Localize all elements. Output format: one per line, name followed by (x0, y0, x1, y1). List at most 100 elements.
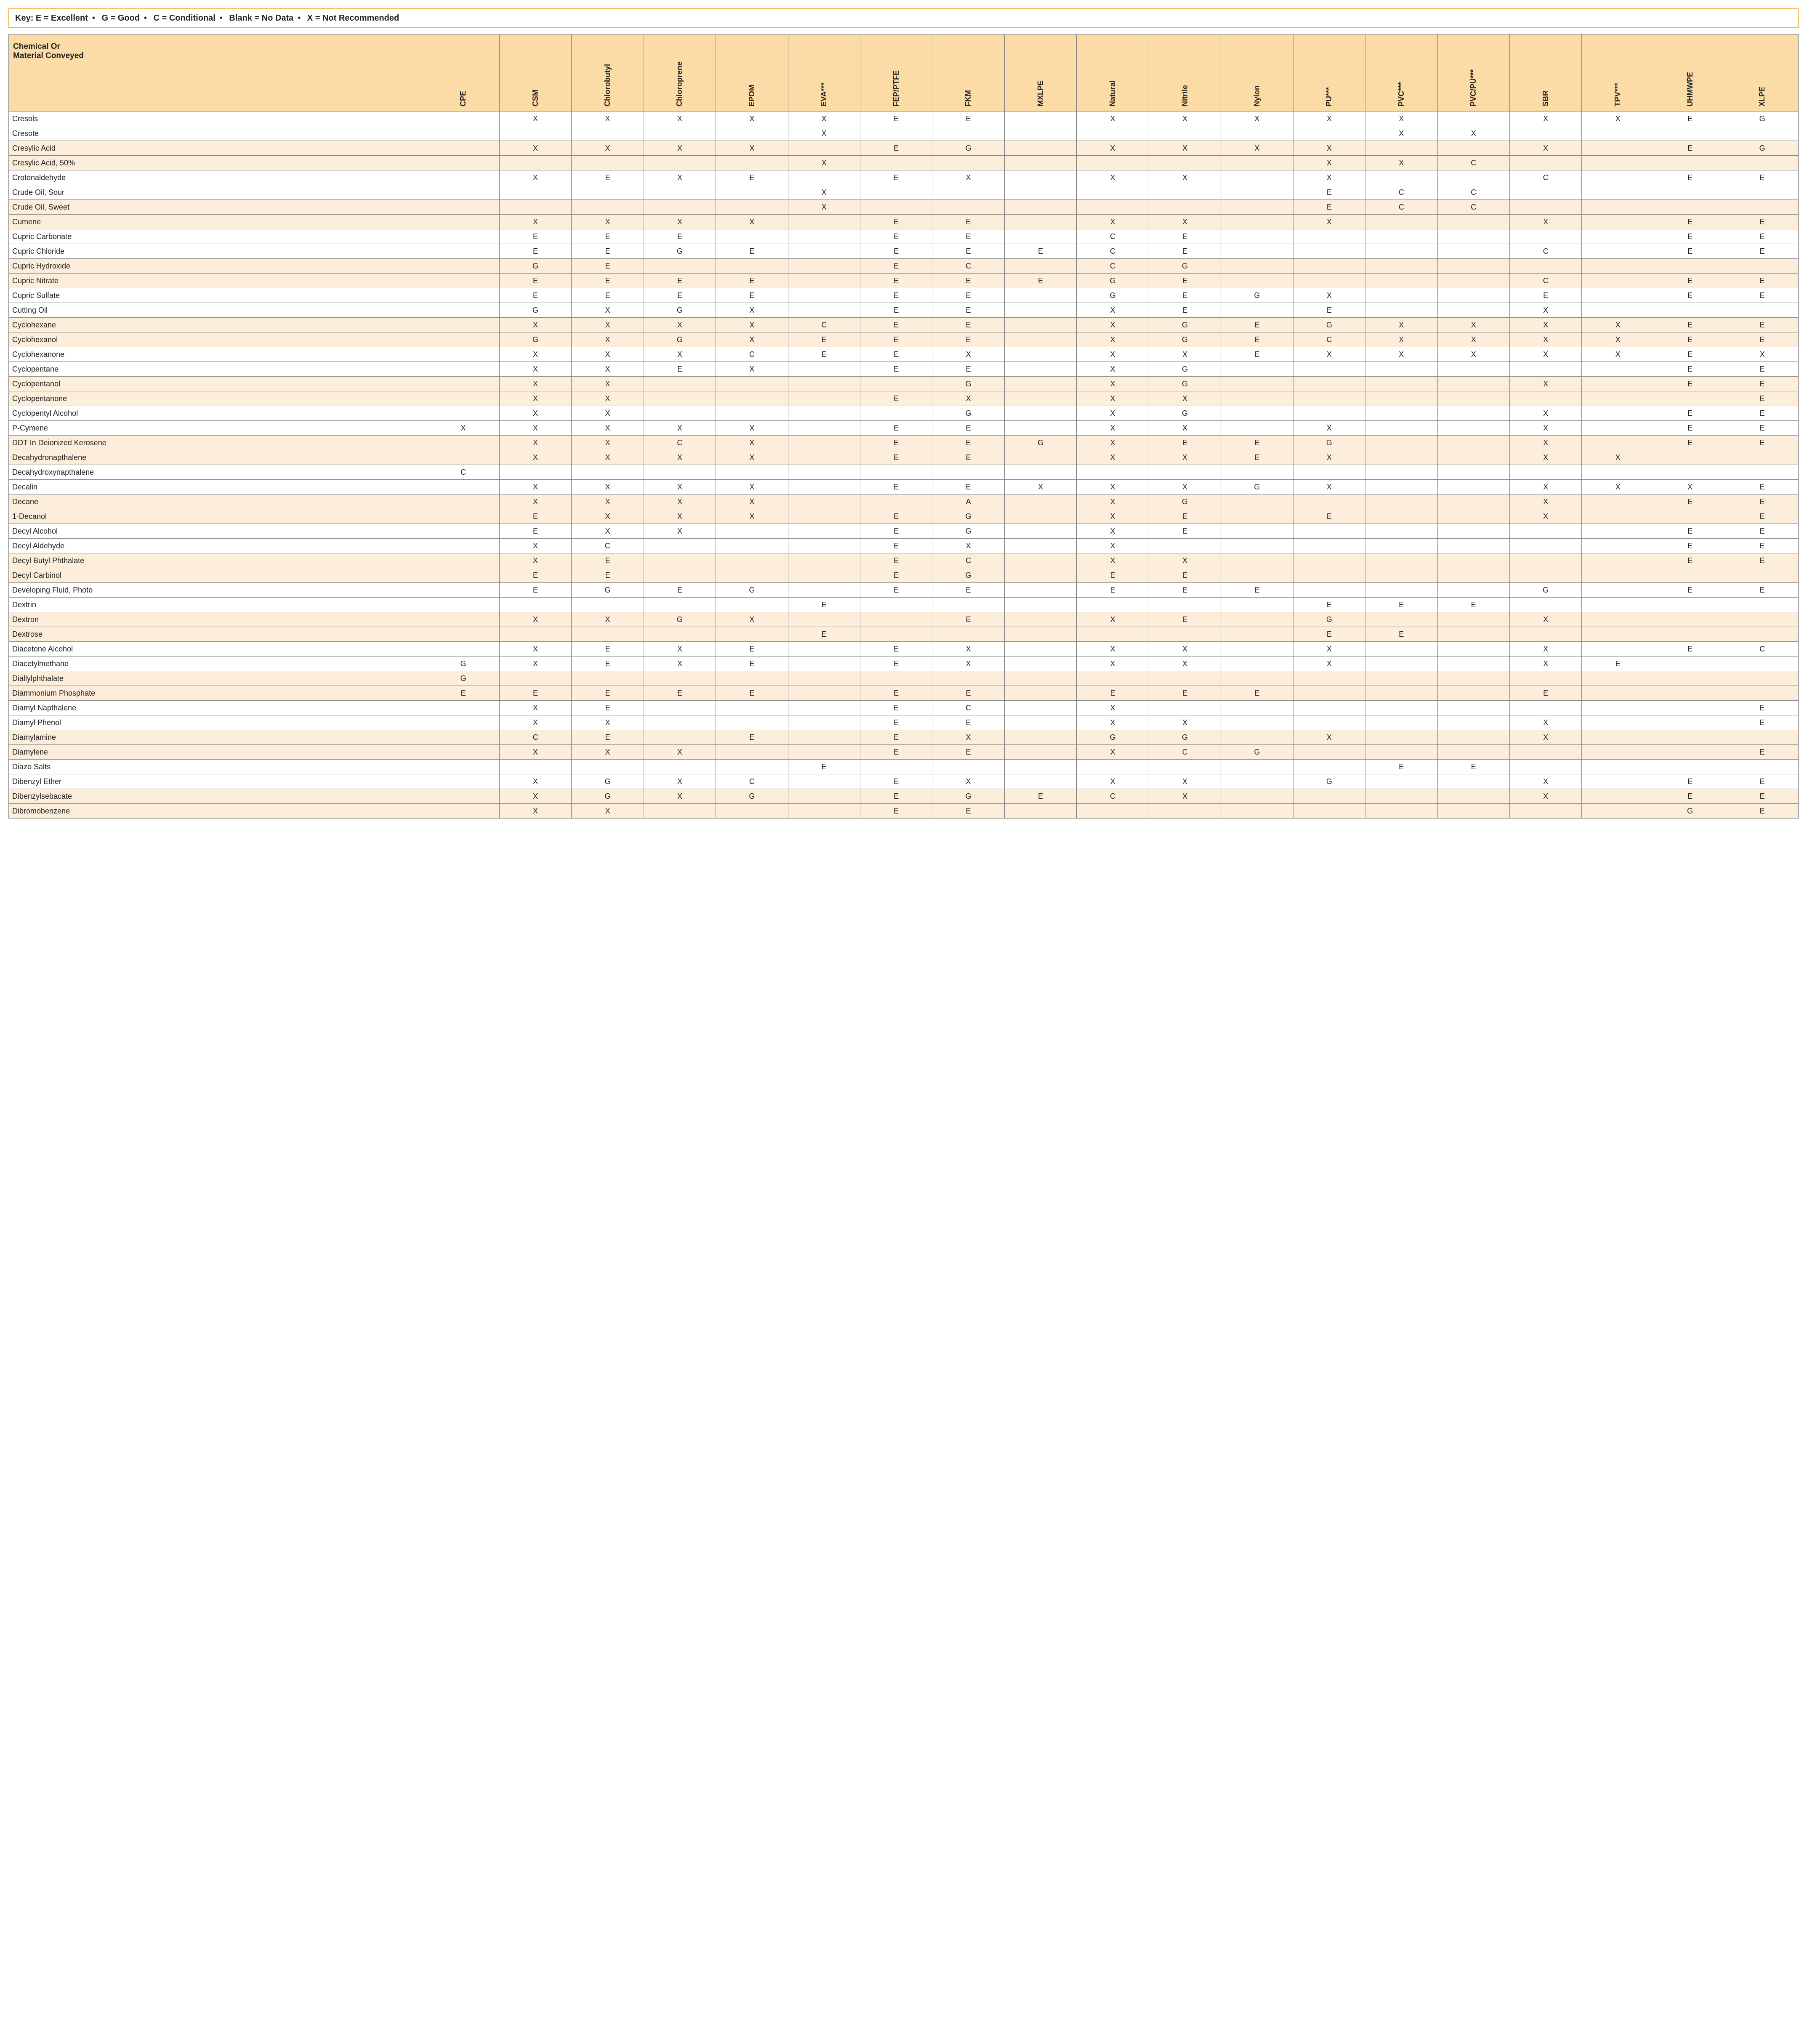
rating-cell (1509, 598, 1581, 612)
rating-cell (427, 347, 499, 362)
rating-cell: E (860, 745, 932, 760)
rating-cell (427, 760, 499, 774)
rating-cell (1365, 288, 1437, 303)
rating-cell (788, 288, 860, 303)
rating-cell (1365, 244, 1437, 259)
rating-cell: E (860, 524, 932, 539)
rating-cell (1437, 391, 1509, 406)
rating-cell (788, 553, 860, 568)
rating-cell: X (644, 347, 716, 362)
rating-cell: C (1509, 244, 1581, 259)
rating-cell: X (1654, 480, 1726, 494)
rating-cell: G (1149, 362, 1221, 377)
rating-cell: X (1149, 170, 1221, 185)
rating-cell: G (1221, 745, 1293, 760)
rating-cell: E (860, 657, 932, 671)
rating-cell: X (499, 347, 571, 362)
rating-cell: E (788, 347, 860, 362)
rating-cell (1582, 774, 1654, 789)
rating-cell: A (932, 494, 1004, 509)
rating-cell (644, 804, 716, 819)
rating-cell: C (1077, 789, 1149, 804)
column-header: TPV*** (1582, 35, 1654, 112)
rating-cell (1437, 406, 1509, 421)
rating-cell (1654, 126, 1726, 141)
rating-cell: E (788, 598, 860, 612)
rating-cell: E (1654, 170, 1726, 185)
rating-cell (1004, 332, 1076, 347)
rating-cell (1582, 568, 1654, 583)
rating-cell: E (644, 362, 716, 377)
chemical-name: Cyclohexanone (9, 347, 427, 362)
key-separator: • (220, 13, 223, 23)
chemical-name: P-Cymene (9, 421, 427, 436)
rating-cell: E (1149, 244, 1221, 259)
rating-cell (1004, 774, 1076, 789)
rating-cell (1726, 657, 1799, 671)
rating-cell: E (644, 274, 716, 288)
rating-cell: E (932, 215, 1004, 229)
rating-cell: X (1149, 141, 1221, 156)
chemical-name: Cresote (9, 126, 427, 141)
rating-cell: E (860, 568, 932, 583)
rating-cell (1582, 642, 1654, 657)
rating-cell: X (499, 377, 571, 391)
column-header-label: FKM (964, 90, 973, 106)
table-row: Cresylic Acid, 50%XXXC (9, 156, 1799, 170)
rating-cell: X (932, 170, 1004, 185)
rating-cell (860, 126, 932, 141)
rating-cell: E (644, 583, 716, 598)
rating-cell (427, 627, 499, 642)
rating-cell: E (932, 303, 1004, 318)
rating-cell (1004, 185, 1076, 200)
column-header-label: PVC*** (1397, 82, 1406, 106)
rating-cell: X (572, 332, 644, 347)
rating-cell: X (1077, 450, 1149, 465)
rating-cell: X (644, 774, 716, 789)
rating-cell: X (1293, 347, 1365, 362)
rating-cell: E (860, 303, 932, 318)
column-header: PVC/PU*** (1437, 35, 1509, 112)
rating-cell: E (1726, 362, 1799, 377)
column-header: FKM (932, 35, 1004, 112)
rating-cell: E (860, 347, 932, 362)
rating-cell: G (644, 612, 716, 627)
rating-cell: X (1077, 303, 1149, 318)
rating-cell (1365, 436, 1437, 450)
rating-cell: E (932, 229, 1004, 244)
rating-cell (644, 406, 716, 421)
rating-cell: X (932, 774, 1004, 789)
rating-cell: X (572, 715, 644, 730)
rating-cell: E (1726, 494, 1799, 509)
table-row: Cupric HydroxideGEECCG (9, 259, 1799, 274)
rating-cell (1004, 745, 1076, 760)
rating-cell (1004, 362, 1076, 377)
rating-cell: E (1509, 288, 1581, 303)
rating-cell (427, 362, 499, 377)
rating-cell (788, 730, 860, 745)
rating-cell: E (932, 436, 1004, 450)
rating-cell (1437, 524, 1509, 539)
rating-cell: X (499, 745, 571, 760)
rating-cell: X (716, 612, 788, 627)
column-header: MXLPE (1004, 35, 1076, 112)
rating-cell: X (1077, 141, 1149, 156)
rating-cell: X (499, 141, 571, 156)
rating-cell (427, 745, 499, 760)
rating-cell: E (1293, 303, 1365, 318)
rating-cell (1437, 170, 1509, 185)
rating-cell: G (499, 303, 571, 318)
rating-cell: E (932, 480, 1004, 494)
rating-cell: E (1077, 583, 1149, 598)
rating-cell (1004, 318, 1076, 332)
rating-cell: X (499, 715, 571, 730)
rating-cell: X (499, 480, 571, 494)
table-row: P-CymeneXXXXXEEXXXXEE (9, 421, 1799, 436)
rating-cell (1293, 377, 1365, 391)
rating-cell (788, 701, 860, 715)
rating-cell (1654, 715, 1726, 730)
rating-cell (1509, 745, 1581, 760)
rating-cell (1654, 657, 1726, 671)
rating-cell (1149, 126, 1221, 141)
rating-cell (788, 436, 860, 450)
